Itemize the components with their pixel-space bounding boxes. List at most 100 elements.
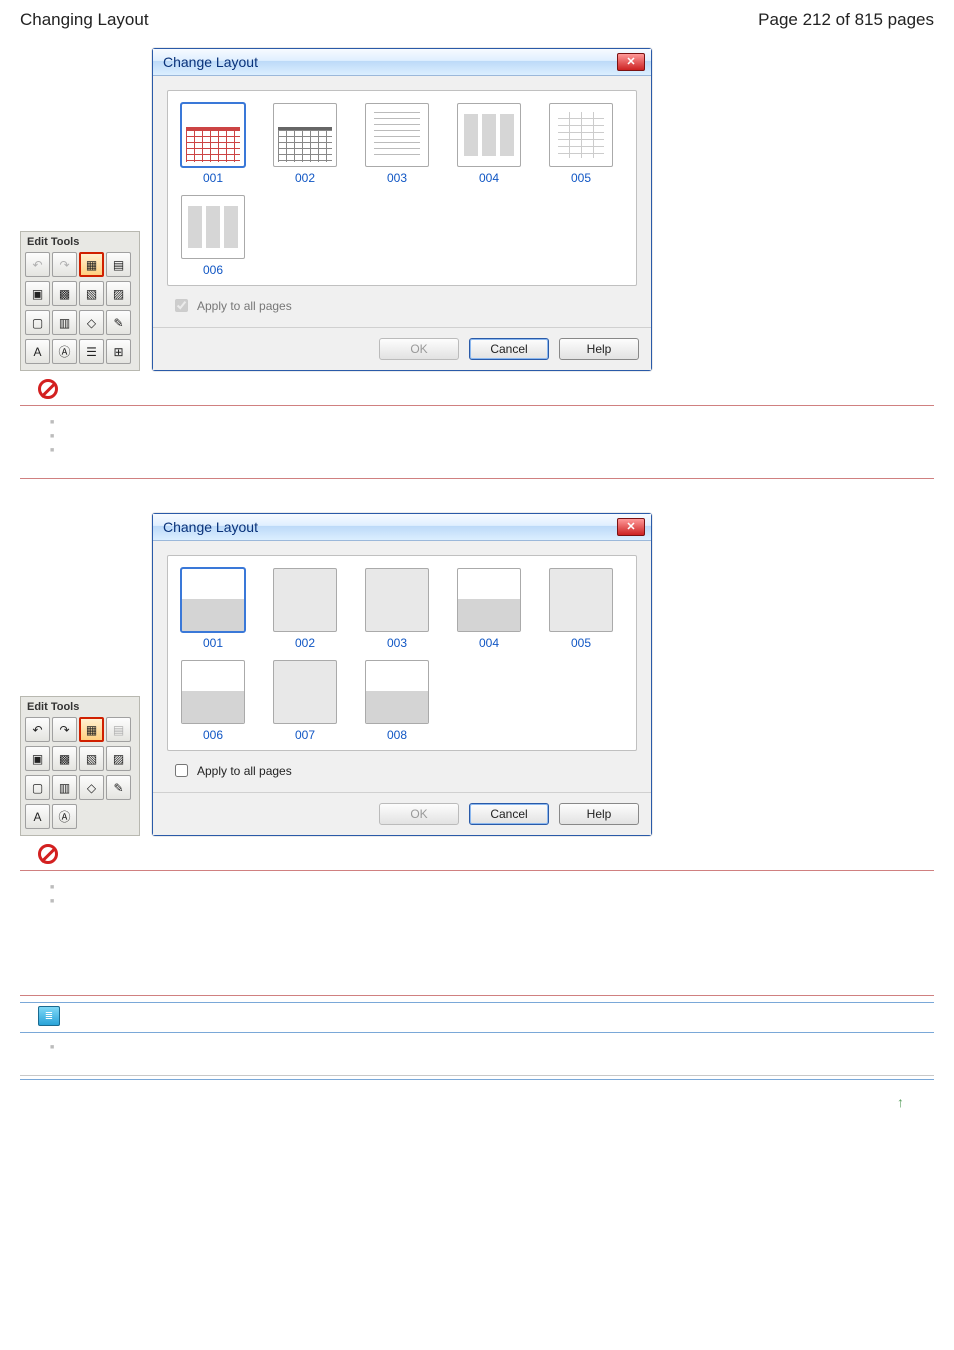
edit-tools-title: Edit Tools	[21, 697, 139, 715]
layout-thumb[interactable]: 006	[176, 195, 250, 277]
layout-thumb-preview	[457, 103, 521, 167]
help-button[interactable]: Help	[559, 803, 639, 825]
layout-thumb[interactable]: 006	[176, 660, 250, 742]
tool-layout-b[interactable]: ▤	[106, 717, 131, 742]
edit-tools-panel-2: Edit Tools ↶ ↷ ▦ ▤ ▣ ▩ ▧ ▨ ▢ ▥ ◇ ✎ A Ⓐ	[20, 696, 140, 836]
tool-4[interactable]: ▨	[106, 746, 131, 771]
layout-thumb-label: 004	[479, 636, 499, 650]
note-list-1	[20, 412, 934, 454]
layout-thumb-preview	[273, 103, 337, 167]
list-item	[50, 426, 934, 440]
layout-thumb-label: 005	[571, 171, 591, 185]
layout-thumb[interactable]: 004	[452, 568, 526, 650]
apply-all-pages-checkbox[interactable]	[175, 299, 188, 312]
tool-9[interactable]: A	[25, 804, 50, 829]
tool-9[interactable]: A	[25, 339, 50, 364]
tool-1[interactable]: ▣	[25, 746, 50, 771]
note-list-2	[20, 877, 934, 905]
cancel-button[interactable]: Cancel	[469, 338, 549, 360]
tool-2[interactable]: ▩	[52, 281, 77, 306]
tool-10[interactable]: Ⓐ	[52, 339, 77, 364]
tool-5[interactable]: ▢	[25, 310, 50, 335]
tool-10[interactable]: Ⓐ	[52, 804, 77, 829]
layout-thumb-label: 006	[203, 263, 223, 277]
layout-thumb[interactable]: 001	[176, 103, 250, 185]
tool-8[interactable]: ✎	[106, 310, 131, 335]
edit-tools-title: Edit Tools	[21, 232, 139, 250]
divider	[20, 1002, 934, 1003]
tool-redo[interactable]: ↷	[52, 717, 77, 742]
apply-all-pages-checkbox[interactable]	[175, 764, 188, 777]
layout-thumb-label: 004	[479, 171, 499, 185]
tool-redo[interactable]: ↷	[52, 252, 77, 277]
page-title: Changing Layout	[20, 10, 149, 30]
divider	[20, 870, 934, 871]
list-item	[50, 891, 934, 905]
list-item	[50, 412, 934, 426]
layout-thumb[interactable]: 007	[268, 660, 342, 742]
page-indicator: Page 212 of 815 pages	[758, 10, 934, 30]
tool-3[interactable]: ▧	[79, 281, 104, 306]
layout-thumb-preview	[549, 103, 613, 167]
layout-thumb[interactable]: 002	[268, 568, 342, 650]
close-icon[interactable]: ✕	[617, 53, 645, 71]
tool-undo[interactable]: ↶	[25, 252, 50, 277]
apply-all-pages-label: Apply to all pages	[197, 764, 292, 778]
layout-thumb-label: 003	[387, 171, 407, 185]
tool-3[interactable]: ▧	[79, 746, 104, 771]
ok-button[interactable]: OK	[379, 338, 459, 360]
tool-7[interactable]: ◇	[79, 310, 104, 335]
layout-thumb-preview	[181, 103, 245, 167]
layout-thumb[interactable]: 008	[360, 660, 434, 742]
tool-undo[interactable]: ↶	[25, 717, 50, 742]
tool-4[interactable]: ▨	[106, 281, 131, 306]
tool-6[interactable]: ▥	[52, 310, 77, 335]
layout-thumb-preview	[181, 195, 245, 259]
layout-thumb-preview	[457, 568, 521, 632]
tool-layout-a[interactable]: ▦	[79, 252, 104, 277]
cancel-button[interactable]: Cancel	[469, 803, 549, 825]
divider	[20, 478, 934, 479]
tool-layout-b[interactable]: ▤	[106, 252, 131, 277]
layout-thumb-label: 005	[571, 636, 591, 650]
tool-1[interactable]: ▣	[25, 281, 50, 306]
layout-thumb[interactable]: 003	[360, 568, 434, 650]
tool-6[interactable]: ▥	[52, 775, 77, 800]
list-item	[50, 440, 934, 454]
help-button[interactable]: Help	[559, 338, 639, 360]
tool-11[interactable]: ☰	[79, 339, 104, 364]
tool-8[interactable]: ✎	[106, 775, 131, 800]
layout-thumb-label: 008	[387, 728, 407, 742]
layout-thumb[interactable]: 002	[268, 103, 342, 185]
tool-2[interactable]: ▩	[52, 746, 77, 771]
layout-thumb-preview	[365, 568, 429, 632]
tool-layout-a[interactable]: ▦	[79, 717, 104, 742]
list-item	[50, 877, 934, 891]
dialog-title: Change Layout	[163, 519, 258, 535]
layout-thumb[interactable]: 001	[176, 568, 250, 650]
divider	[20, 405, 934, 406]
layout-thumb-label: 001	[203, 171, 223, 185]
layout-thumb[interactable]: 005	[544, 103, 618, 185]
divider	[20, 1075, 934, 1076]
divider	[20, 1079, 934, 1080]
layout-thumb-label: 002	[295, 171, 315, 185]
layout-thumb-preview	[365, 103, 429, 167]
reference-icon: ≣	[38, 1006, 60, 1026]
apply-all-pages-label: Apply to all pages	[197, 299, 292, 313]
layout-thumb-preview	[365, 660, 429, 724]
list-item	[50, 1037, 934, 1051]
divider	[20, 995, 934, 996]
tool-5[interactable]: ▢	[25, 775, 50, 800]
edit-tools-panel-1: Edit Tools ↶ ↷ ▦ ▤ ▣ ▩ ▧ ▨ ▢ ▥ ◇ ✎ A Ⓐ ☰…	[20, 231, 140, 371]
layout-thumb[interactable]: 004	[452, 103, 526, 185]
ok-button[interactable]: OK	[379, 803, 459, 825]
tool-12[interactable]: ⊞	[106, 339, 131, 364]
apply-all-pages-row: Apply to all pages	[167, 286, 637, 319]
page-top-link[interactable]: ↑	[20, 1094, 934, 1110]
layout-thumb[interactable]: 003	[360, 103, 434, 185]
tool-7[interactable]: ◇	[79, 775, 104, 800]
layout-thumbnail-list-1: 001 002 003 004 005 006	[167, 90, 637, 286]
close-icon[interactable]: ✕	[617, 518, 645, 536]
layout-thumb[interactable]: 005	[544, 568, 618, 650]
